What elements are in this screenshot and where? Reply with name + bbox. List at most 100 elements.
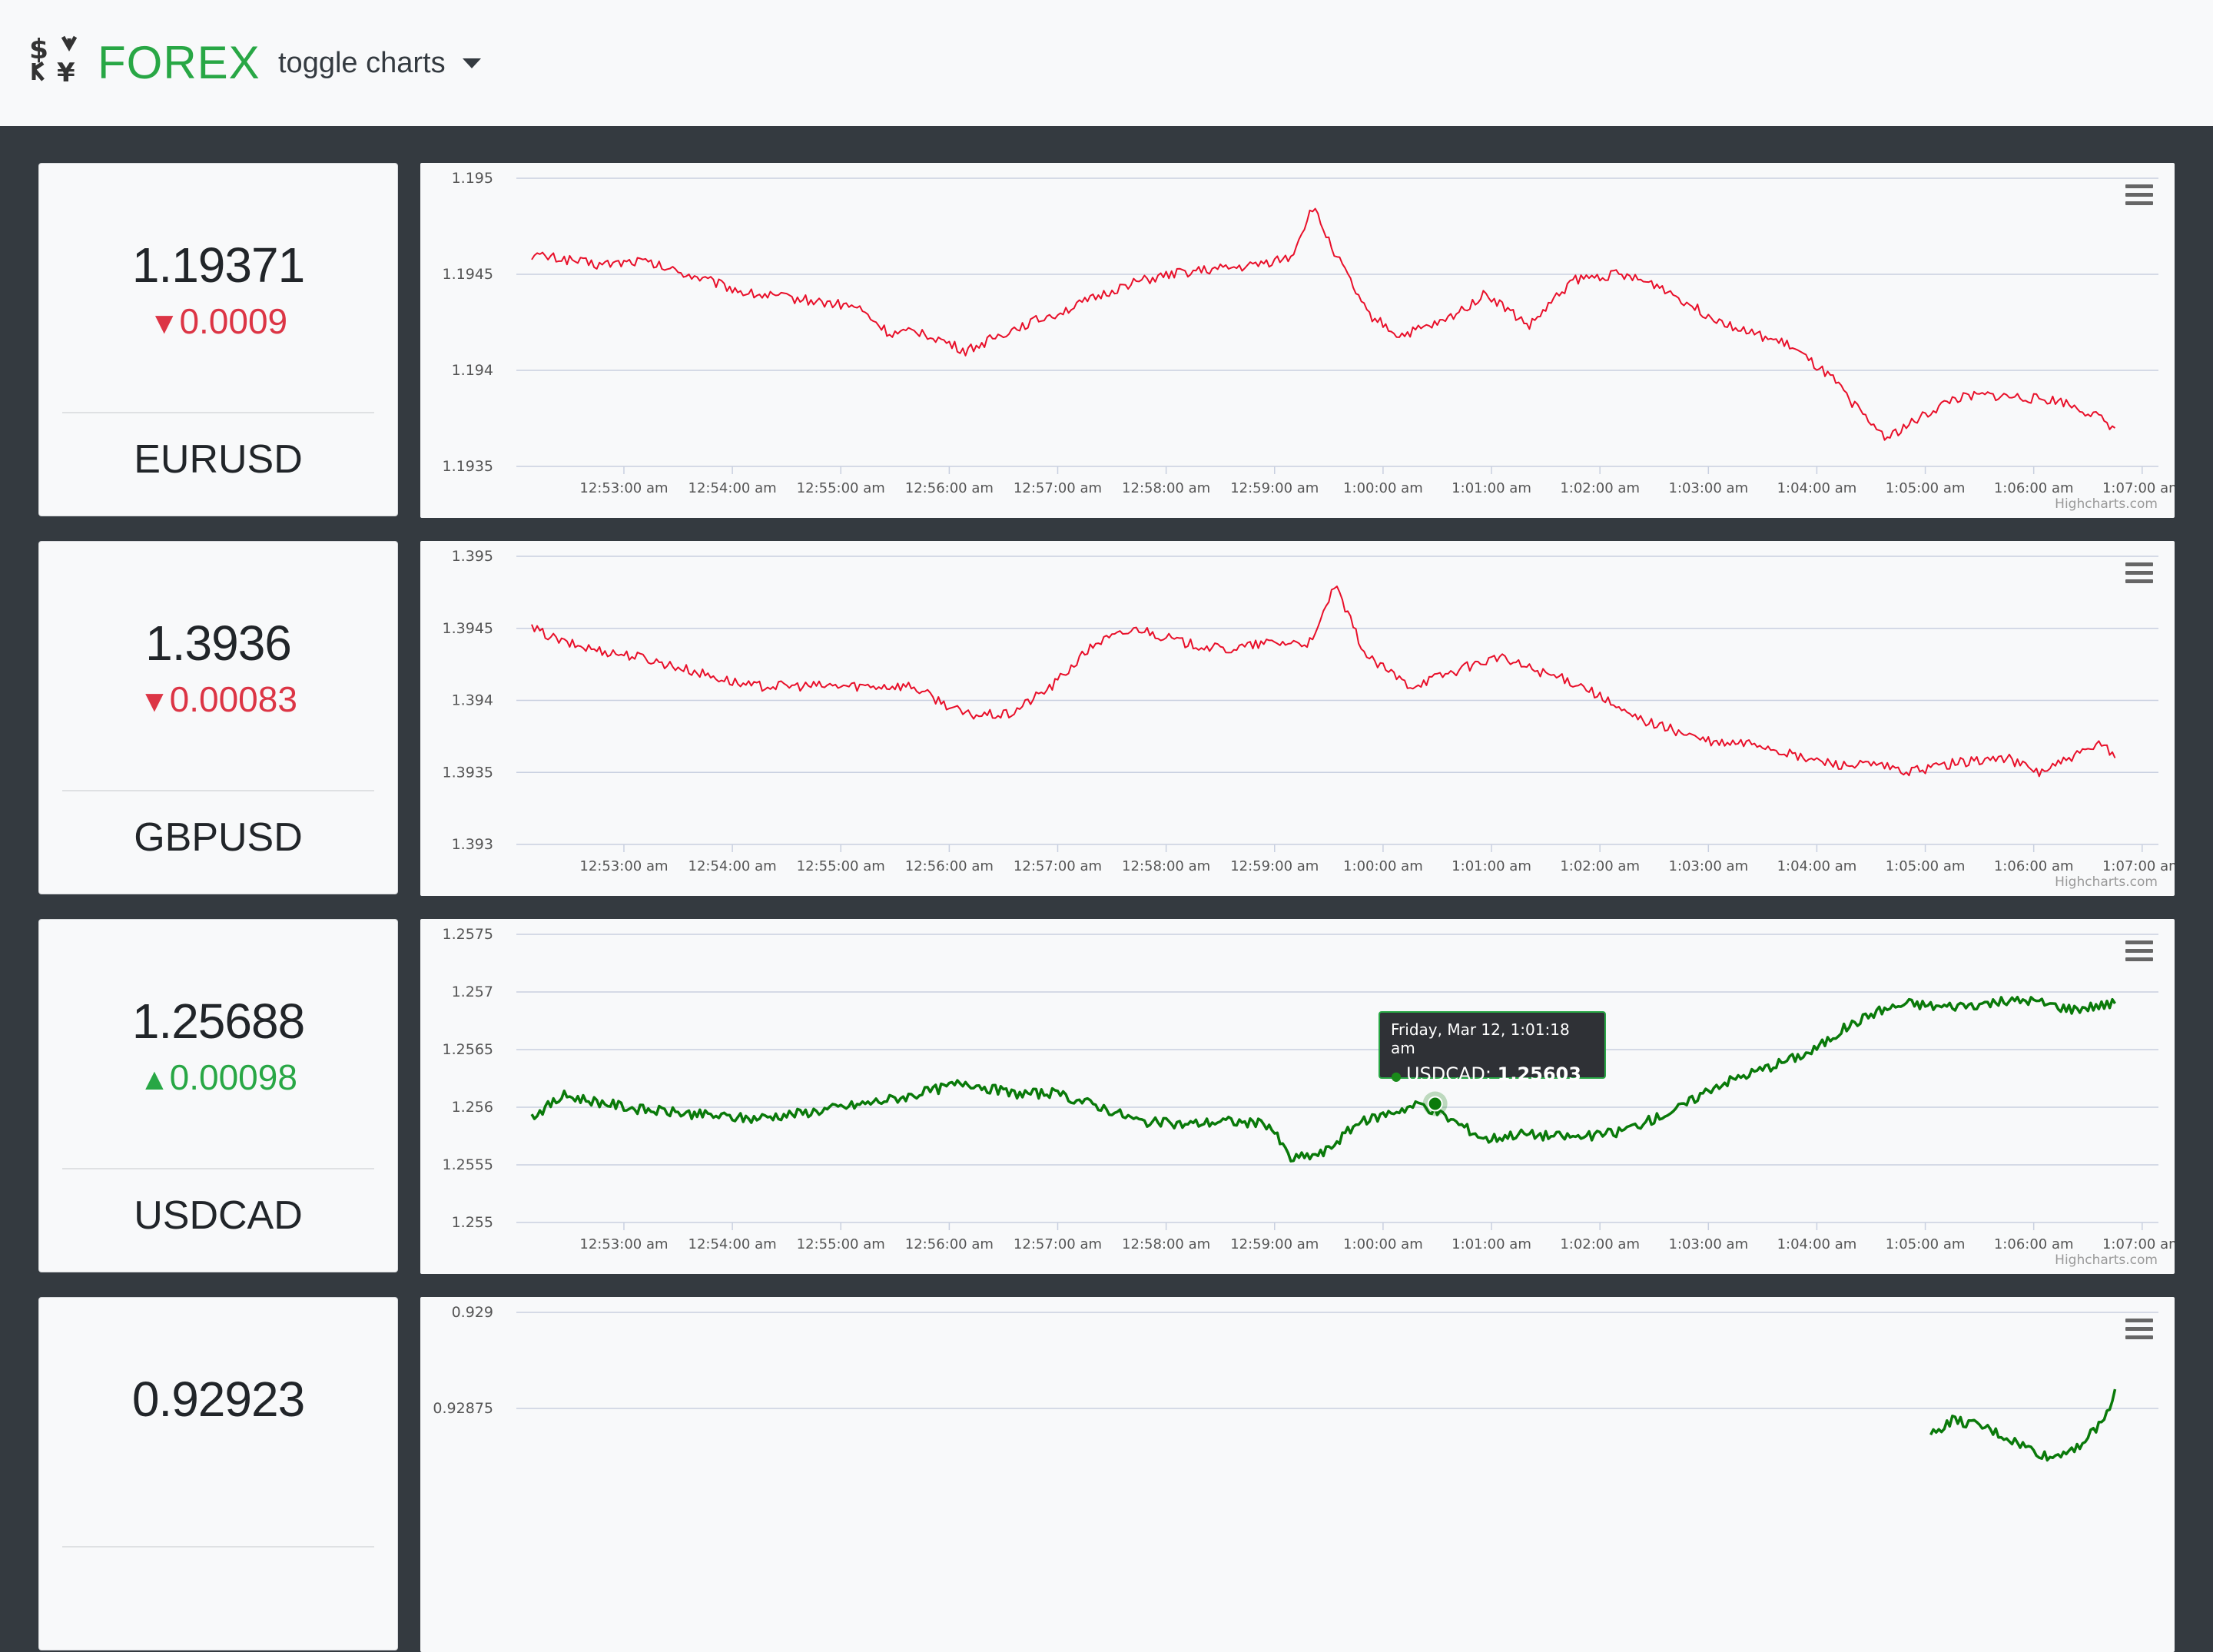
y-tick-label: 1.3935 xyxy=(443,764,493,781)
x-tick-label: 12:53:00 am xyxy=(579,858,668,874)
card-divider xyxy=(62,1168,374,1169)
x-tick-label: 12:55:00 am xyxy=(797,480,885,496)
chart-menu-icon[interactable] xyxy=(2125,562,2153,584)
series-line[interactable] xyxy=(1929,1388,2117,1462)
series-line[interactable] xyxy=(530,995,2116,1163)
change-amount: 0.00098 xyxy=(169,1057,297,1097)
series-line[interactable] xyxy=(531,207,2116,441)
y-tick-label: 0.929 xyxy=(452,1304,493,1321)
ticker-card[interactable]: 0.92923 xyxy=(38,1297,398,1650)
x-tick-label: 12:59:00 am xyxy=(1230,480,1319,496)
y-tick-label: 1.257 xyxy=(452,984,493,1000)
y-tick-label: 1.194 xyxy=(452,362,493,379)
x-tick-label: 1:06:00 am xyxy=(1994,858,2074,874)
change-value: ▲0.00098 xyxy=(39,1057,397,1098)
y-tick-label: 1.256 xyxy=(452,1099,493,1116)
chart-plot: 1.2575 1.257 1.2565 1.256 1.2555 1.255 12:53:0… xyxy=(443,926,2175,1252)
x-tick-label: 12:54:00 am xyxy=(688,858,777,874)
change-value: ▼0.00083 xyxy=(39,678,397,720)
x-tick-label: 1:04:00 am xyxy=(1777,480,1857,496)
y-tick-label: 0.92875 xyxy=(433,1400,493,1417)
tooltip-value: 1.25603 xyxy=(1497,1063,1581,1085)
arrow-down-icon: ▼ xyxy=(148,307,180,340)
card-divider xyxy=(62,790,374,791)
menu-bar xyxy=(2125,1319,2153,1322)
tooltip-date: Friday, Mar 12, 1:01:18 am xyxy=(1391,1020,1570,1057)
menu-bar xyxy=(2125,184,2153,188)
x-tick-label: 12:56:00 am xyxy=(905,858,994,874)
change-amount: 0.0009 xyxy=(179,301,288,341)
x-tick-label: 1:03:00 am xyxy=(1668,1236,1748,1252)
price-value: 1.25688 xyxy=(131,994,305,1049)
x-tick-label: 1:02:00 am xyxy=(1560,1236,1640,1252)
chart-menu-icon[interactable] xyxy=(2125,1319,2153,1340)
x-tick-label: 12:59:00 am xyxy=(1230,858,1319,874)
pair-symbol: GBPUSD xyxy=(134,815,303,860)
pair-symbol: USDCAD xyxy=(134,1193,303,1238)
y-tick-label: 1.394 xyxy=(452,692,493,709)
pair-row: 0.92923 0.929 0.92875 xyxy=(0,1297,2213,1652)
x-tick-label: 12:58:00 am xyxy=(1122,480,1210,496)
x-tick-label: 1:00:00 am xyxy=(1343,858,1423,874)
x-tick-label: 1:07:00 am xyxy=(2102,1236,2175,1252)
series-line[interactable] xyxy=(531,585,2116,778)
x-tick-label: 1:05:00 am xyxy=(1886,480,1966,496)
top-navbar: $ ¥ FOREX toggle charts xyxy=(0,0,2213,126)
chart-tooltip: Friday, Mar 12, 1:01:18 am ● USDCAD: 1.256… xyxy=(1379,1011,1606,1085)
chart-plot: 1.195 1.1945 1.194 1.1935 12:53:00 am 12:54:0… xyxy=(443,170,2175,496)
x-tick-label: 1:05:00 am xyxy=(1886,858,1966,874)
y-tick-label: 1.2555 xyxy=(443,1156,493,1173)
svg-text:$: $ xyxy=(29,34,48,65)
x-tick-label: 12:57:00 am xyxy=(1014,1236,1102,1252)
currency-exchange-icon[interactable]: $ ¥ xyxy=(29,32,83,83)
price-value: 1.3936 xyxy=(145,615,292,671)
x-tick-label: 12:57:00 am xyxy=(1014,480,1102,496)
change-value: ▼0.0009 xyxy=(39,300,397,342)
change-amount: 0.00083 xyxy=(169,679,297,719)
hover-point[interactable] xyxy=(1427,1096,1443,1112)
ticker-card[interactable]: 1.19371 ▼0.0009 EURUSD xyxy=(38,163,398,516)
pair-symbol: EURUSD xyxy=(134,437,303,482)
highcharts-credits[interactable]: Highcharts.com xyxy=(2055,874,2158,890)
ticker-card[interactable]: 1.3936 ▼0.00083 GBPUSD xyxy=(38,541,398,894)
price-value: 1.19371 xyxy=(131,237,305,293)
x-tick-label: 12:53:00 am xyxy=(579,480,668,496)
price-chart[interactable]: 0.929 0.92875 xyxy=(420,1297,2175,1652)
x-tick-label: 12:54:00 am xyxy=(688,480,777,496)
toggle-charts-dropdown[interactable]: toggle charts xyxy=(278,40,481,86)
price-chart[interactable]: 1.195 1.1945 1.194 1.1935 12:53:00 am 12:54:0… xyxy=(420,163,2175,518)
x-tick-label: 12:56:00 am xyxy=(905,480,994,496)
arrow-down-icon: ▼ xyxy=(139,685,170,718)
x-tick-label: 12:55:00 am xyxy=(797,858,885,874)
price-chart[interactable]: 1.2575 1.257 1.2565 1.256 1.2555 1.255 12:53:0… xyxy=(420,919,2175,1274)
highcharts-credits[interactable]: Highcharts.com xyxy=(2055,496,2158,512)
menu-bar xyxy=(2125,579,2153,583)
pair-row: 1.19371 ▼0.0009 EURUSD 1.195 1.1945 1.194 1.19… xyxy=(0,163,2213,518)
tooltip-value-line: ● USDCAD: 1.25603 xyxy=(1391,1063,1594,1085)
x-tick-label: 12:59:00 am xyxy=(1230,1236,1319,1252)
x-tick-label: 12:54:00 am xyxy=(688,1236,777,1252)
chart-menu-icon[interactable] xyxy=(2125,940,2153,962)
x-tick-label: 12:58:00 am xyxy=(1122,858,1210,874)
chart-menu-icon[interactable] xyxy=(2125,184,2153,206)
price-value: 0.92923 xyxy=(131,1372,305,1427)
pair-row: 1.3936 ▼0.00083 GBPUSD 1.395 1.3945 1.394 1.39… xyxy=(0,541,2213,896)
x-tick-label: 12:55:00 am xyxy=(797,1236,885,1252)
pair-row: 1.25688 ▲0.00098 USDCAD 1.2575 1.257 1.2565 1.… xyxy=(0,919,2213,1274)
x-tick-label: 12:58:00 am xyxy=(1122,1236,1210,1252)
menu-bar xyxy=(2125,193,2153,197)
x-tick-label: 1:02:00 am xyxy=(1560,480,1640,496)
svg-text:¥: ¥ xyxy=(57,58,75,83)
price-chart[interactable]: 1.395 1.3945 1.394 1.3935 1.393 12:53:00 am 12… xyxy=(420,541,2175,896)
ticker-card[interactable]: 1.25688 ▲0.00098 USDCAD xyxy=(38,919,398,1272)
x-tick-label: 12:53:00 am xyxy=(579,1236,668,1252)
menu-bar xyxy=(2125,940,2153,944)
card-divider xyxy=(62,1546,374,1548)
x-tick-label: 1:06:00 am xyxy=(1994,1236,2074,1252)
menu-bar xyxy=(2125,201,2153,205)
highcharts-credits[interactable]: Highcharts.com xyxy=(2055,1252,2158,1268)
brand-title[interactable]: FOREX xyxy=(98,37,260,88)
menu-bar xyxy=(2125,957,2153,961)
x-tick-label: 1:01:00 am xyxy=(1452,1236,1531,1252)
caret-down-icon xyxy=(462,58,481,68)
